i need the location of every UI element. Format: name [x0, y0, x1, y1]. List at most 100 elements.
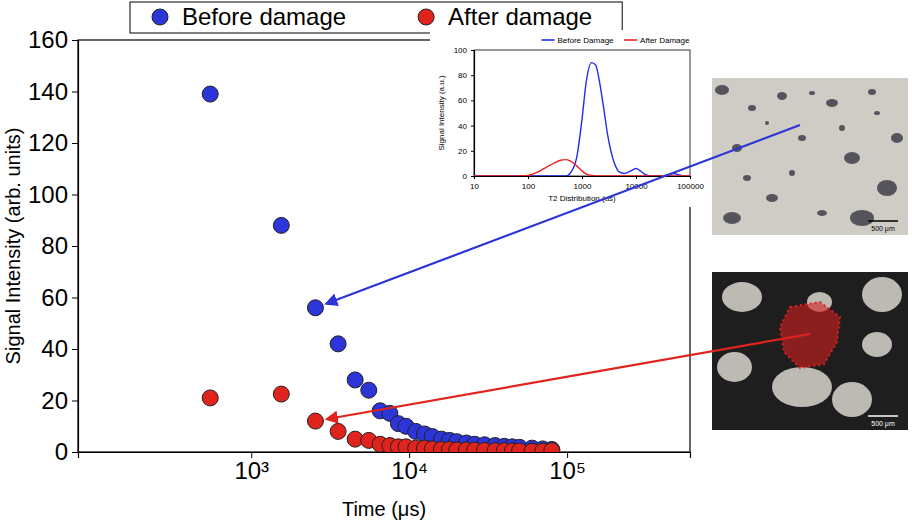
tick-mark	[72, 246, 78, 247]
tick: 20	[41, 387, 78, 414]
tick-label: 160	[28, 26, 68, 53]
tick: 100	[454, 46, 474, 55]
tick: 60	[458, 96, 474, 105]
photo-patch	[832, 382, 872, 417]
tick-label: 20	[41, 387, 68, 414]
tick: 100000	[677, 176, 704, 191]
tick-mark	[690, 176, 691, 179]
point	[307, 300, 323, 316]
photo-speck	[826, 99, 838, 107]
tick: 10⁵	[549, 452, 586, 484]
tick-mark	[72, 349, 78, 350]
photo-speck	[766, 194, 778, 202]
axis-y: 020406080100	[454, 46, 475, 181]
tick: 100	[28, 181, 78, 208]
photo-after	[712, 272, 908, 430]
y-axis-title: Signal Intensity (arb. units)	[2, 128, 24, 365]
point	[330, 423, 346, 439]
tick-label: 100000	[677, 182, 704, 191]
photo-speck	[877, 180, 897, 196]
legend-label: Before Damage	[558, 36, 615, 45]
photo-speck	[743, 175, 751, 181]
tick: 160	[28, 26, 78, 53]
point	[202, 86, 218, 102]
legend-label: After Damage	[640, 36, 690, 45]
tick: 100	[522, 176, 536, 191]
scale-bar-label: 500 μm	[871, 225, 895, 233]
axis-line	[79, 453, 691, 459]
tick: 40	[41, 335, 78, 362]
photo-patch	[717, 352, 752, 382]
axis-line	[471, 51, 475, 177]
photo	[712, 78, 908, 235]
axis-y: 020406080100120140160	[28, 26, 79, 465]
legend-label: Before damage	[182, 3, 346, 30]
tick: 20	[458, 147, 474, 156]
legend-label: After damage	[448, 3, 592, 30]
tick-mark	[582, 176, 583, 179]
series	[202, 386, 560, 452]
photo-speck	[723, 212, 741, 224]
tick-label: 1000	[574, 182, 592, 191]
arrow	[327, 125, 800, 304]
photo-speck	[844, 152, 860, 164]
tick-label: 120	[28, 129, 68, 156]
scale-bar-label: 500 μm	[871, 420, 895, 428]
inset-frame	[474, 50, 690, 176]
tick-label: 80	[41, 232, 68, 259]
line	[474, 63, 690, 176]
arrow	[327, 334, 810, 419]
photo-speck	[777, 92, 787, 100]
tick-label: 10⁵	[549, 457, 586, 484]
photo-speck	[891, 133, 903, 143]
tick-mark	[471, 75, 474, 76]
photo-patch	[862, 277, 902, 312]
tick-label: 80	[458, 71, 467, 80]
tick-mark	[72, 143, 78, 144]
tick: 10³	[234, 452, 269, 484]
photo-speck	[850, 210, 874, 226]
photo-speck	[817, 210, 827, 216]
tick-label: 60	[458, 96, 467, 105]
tick-mark	[471, 176, 474, 177]
tick-mark	[471, 151, 474, 152]
photo-speck	[715, 85, 729, 95]
tick-label: 20	[458, 147, 467, 156]
point	[273, 217, 289, 233]
tick-label: 10³	[234, 457, 269, 484]
photo-before	[712, 78, 908, 235]
legend-swatch	[542, 39, 555, 41]
tick-label: 60	[41, 284, 68, 311]
tick-label: 40	[41, 335, 68, 362]
tick-label: 140	[28, 78, 68, 105]
tick-mark	[471, 100, 474, 101]
tick-mark	[72, 195, 78, 196]
legend-box	[130, 2, 622, 33]
axis-x: 10³ 10⁴ 10⁵	[79, 452, 691, 484]
photo-speck	[765, 121, 769, 125]
tick: 10⁴	[391, 452, 428, 484]
scale-bar: 500 μm	[868, 221, 898, 233]
tick-label: 100	[522, 182, 536, 191]
tick-mark	[72, 452, 78, 453]
tick: 40	[458, 122, 474, 131]
tick-label: 100	[28, 181, 68, 208]
point	[202, 390, 218, 406]
photo-patch	[862, 332, 892, 357]
legend: After Damage Before Damage	[542, 36, 690, 45]
photo-speck	[789, 170, 795, 176]
tick-mark	[636, 176, 637, 179]
tick-mark	[72, 40, 78, 41]
point	[347, 372, 363, 388]
photo-speck	[839, 125, 845, 131]
tick: 80	[41, 232, 78, 259]
line	[474, 160, 690, 176]
point	[307, 413, 323, 429]
tick: 80	[458, 71, 474, 80]
tick-label: 40	[458, 122, 467, 131]
legend-swatch	[624, 39, 637, 41]
photo-patch	[722, 282, 762, 312]
point	[330, 336, 346, 352]
photo-patch	[772, 367, 832, 407]
inset: 10100100010000100000020406080100T2 Distr…	[430, 30, 704, 207]
